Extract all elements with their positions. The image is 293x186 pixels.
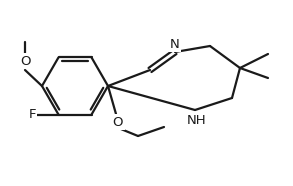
Text: O: O bbox=[113, 116, 123, 129]
Text: NH: NH bbox=[187, 113, 207, 126]
Text: N: N bbox=[170, 38, 180, 51]
Text: F: F bbox=[28, 108, 36, 121]
Text: O: O bbox=[20, 54, 30, 68]
